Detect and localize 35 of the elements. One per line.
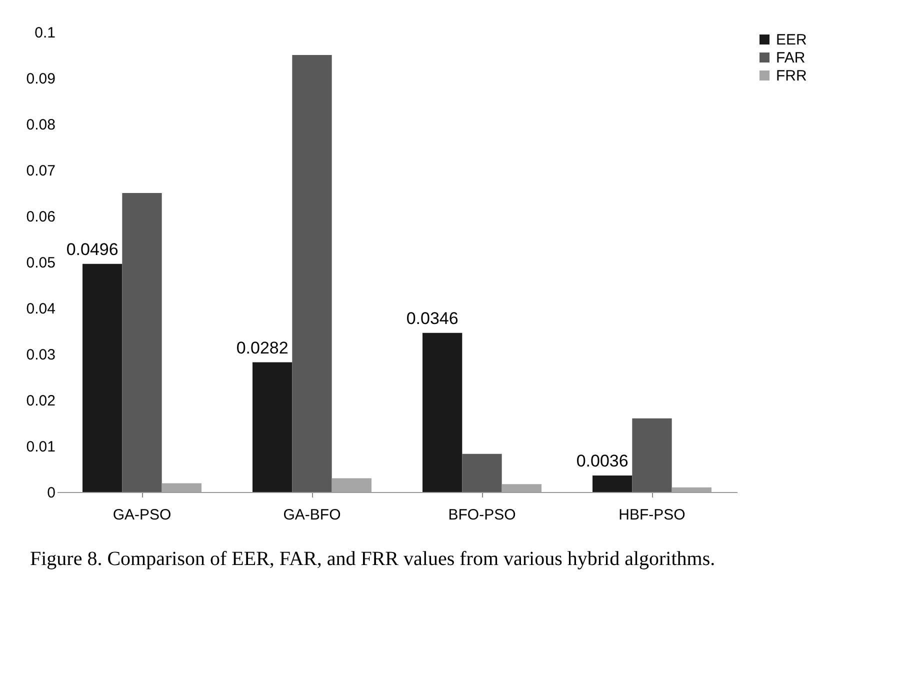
bar	[162, 483, 202, 492]
bar	[252, 362, 292, 492]
y-tick-label: 0.07	[26, 162, 56, 180]
bar	[592, 475, 632, 492]
y-tick-label: 0	[47, 484, 56, 502]
y-tick-label: 0.04	[26, 300, 56, 318]
y-tick-label: 0.05	[26, 254, 56, 272]
bar	[82, 264, 122, 492]
x-tick-label: GA-PSO	[112, 506, 172, 524]
legend-label: FAR	[776, 50, 806, 66]
y-tick-label: 0.1	[34, 24, 56, 42]
bar	[672, 487, 712, 492]
x-tick-label: BFO-PSO	[448, 506, 516, 524]
bar	[462, 454, 502, 492]
legend-label: FRR	[776, 68, 807, 84]
bar	[422, 332, 462, 492]
y-tick-label: 0.09	[26, 70, 56, 88]
data-label: 0.0282	[236, 338, 288, 358]
x-tick-label: HBF-PSO	[618, 506, 686, 524]
y-tick-label: 0.08	[26, 116, 56, 134]
y-tick-label: 0.02	[26, 392, 56, 410]
data-label: 0.0036	[576, 451, 628, 470]
y-tick-label: 0.03	[26, 346, 56, 364]
bar	[502, 484, 542, 492]
y-tick-label: 0.01	[26, 438, 56, 456]
caption: Figure 8. Comparison of EER, FAR, and FRR values from various hybrid algorithms.	[30, 547, 716, 572]
bar	[292, 55, 332, 492]
data-label: 0.0346	[406, 308, 458, 328]
bar	[632, 418, 672, 492]
bar	[332, 478, 372, 492]
data-label: 0.0496	[66, 240, 118, 259]
legend-label: EER	[776, 32, 808, 48]
x-tick-label: GA-BFO	[283, 506, 341, 524]
y-tick-label: 0.06	[26, 208, 56, 226]
bar	[122, 193, 162, 492]
